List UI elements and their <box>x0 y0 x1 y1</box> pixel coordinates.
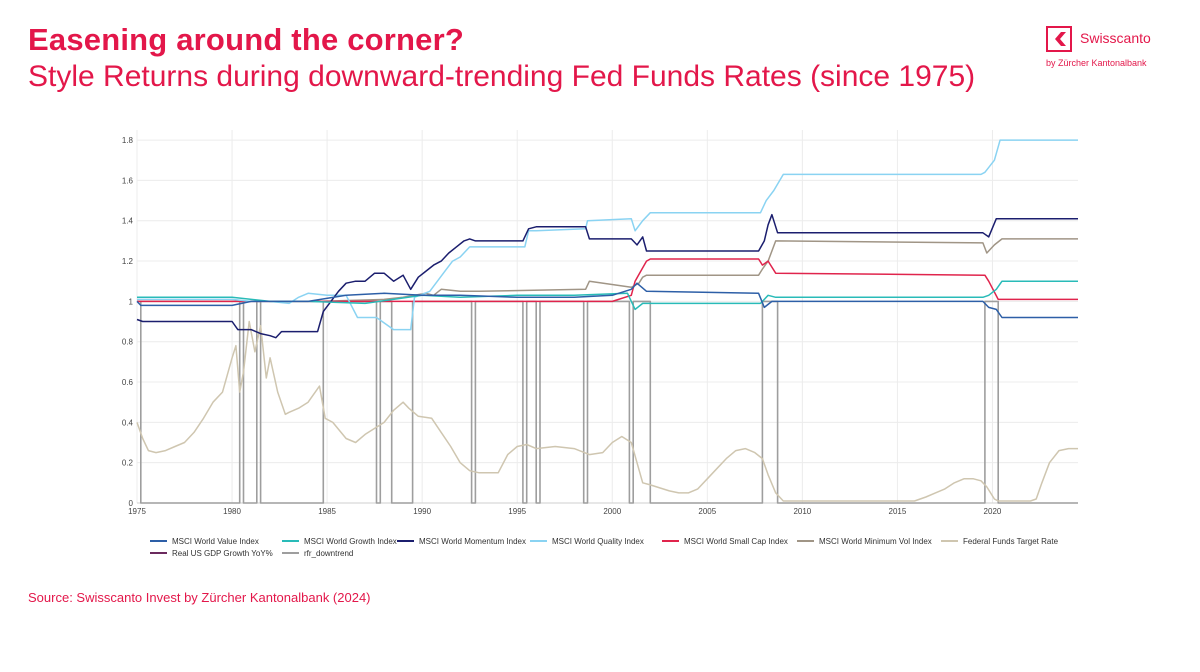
legend-label: MSCI World Quality Index <box>552 537 644 546</box>
brand-logo: Swisscanto by Zürcher Kantonalbank <box>1046 26 1176 76</box>
legend-item: rfr_downtrend <box>282 549 353 558</box>
x-tick-label: 2005 <box>698 507 716 516</box>
legend-label: Federal Funds Target Rate <box>963 537 1059 546</box>
y-tick-label: 0.6 <box>122 378 134 387</box>
y-tick-label: 1.8 <box>122 136 134 145</box>
series-line-msci-world-growth-index <box>137 280 1078 311</box>
x-tick-label: 1985 <box>318 507 336 516</box>
x-tick-label: 1980 <box>223 507 241 516</box>
series-line-federal-funds-target-rate <box>136 320 1078 502</box>
y-tick-label: 0.2 <box>122 459 134 468</box>
y-tick-label: 1.6 <box>122 176 134 185</box>
y-tick-label: 1 <box>129 297 134 306</box>
y-tick-label: 0 <box>129 499 134 508</box>
x-tick-label: 2010 <box>793 507 811 516</box>
y-tick-label: 0.8 <box>122 338 134 347</box>
source-note: Source: Swisscanto Invest by Zürcher Kan… <box>28 590 371 605</box>
series-line-msci-world-minimum-vol-index <box>137 238 1078 303</box>
x-tick-label: 2015 <box>889 507 907 516</box>
series-line-msci-world-value-index <box>136 282 1078 319</box>
legend-item: MSCI World Growth Index <box>282 537 397 546</box>
series-line-msci-world-quality-index <box>137 139 1078 331</box>
series-line-msci-world-small-cap-index <box>137 258 1078 303</box>
legend-label: MSCI World Momentum Index <box>419 537 526 546</box>
style-returns-chart: 0 0.2 0.4 0.6 0.8 1 1.2 1.4 1.6 1.8 1975 1980 1985 19… <box>122 130 1078 558</box>
legend-item: MSCI World Small Cap Index <box>662 537 788 546</box>
legend-label: Real US GDP Growth YoY% <box>172 549 273 558</box>
logo-name: Swisscanto <box>1080 30 1151 46</box>
legend-item: Federal Funds Target Rate <box>941 537 1059 546</box>
logo-tagline: by Zürcher Kantonalbank <box>1046 58 1147 68</box>
legend-item: MSCI World Minimum Vol Index <box>797 537 932 546</box>
y-tick-label: 1.4 <box>122 217 134 226</box>
x-tick-label: 1975 <box>128 507 146 516</box>
series-line-msci-world-momentum-index <box>136 213 1078 339</box>
legend-label: MSCI World Small Cap Index <box>684 537 788 546</box>
page-title: Easening around the corner? <box>28 22 465 57</box>
y-tick-label: 1.2 <box>122 257 134 266</box>
x-tick-label: 2020 <box>984 507 1002 516</box>
legend-item: Real US GDP Growth YoY% <box>150 549 273 558</box>
legend-item: MSCI World Value Index <box>150 537 259 546</box>
chart-legend: MSCI World Value Index MSCI World Growth … <box>150 537 1059 558</box>
page-subtitle: Style Returns during downward-trending F… <box>28 60 976 93</box>
series-line-rfr-downtrend <box>137 300 1078 504</box>
x-tick-label: 1990 <box>413 507 431 516</box>
chart-series <box>136 139 1078 504</box>
x-tick-label: 2000 <box>603 507 621 516</box>
swisscanto-logo-icon <box>1046 26 1072 52</box>
legend-label: MSCI World Growth Index <box>304 537 397 546</box>
legend-label: rfr_downtrend <box>304 549 353 558</box>
y-tick-label: 0.4 <box>122 418 134 427</box>
legend-item: MSCI World Quality Index <box>530 537 644 546</box>
legend-item: MSCI World Momentum Index <box>397 537 526 546</box>
chart-axes: 0 0.2 0.4 0.6 0.8 1 1.2 1.4 1.6 1.8 1975 1980 1985 19… <box>122 136 1078 516</box>
x-tick-label: 1995 <box>508 507 526 516</box>
legend-label: MSCI World Value Index <box>172 537 259 546</box>
legend-label: MSCI World Minimum Vol Index <box>819 537 932 546</box>
